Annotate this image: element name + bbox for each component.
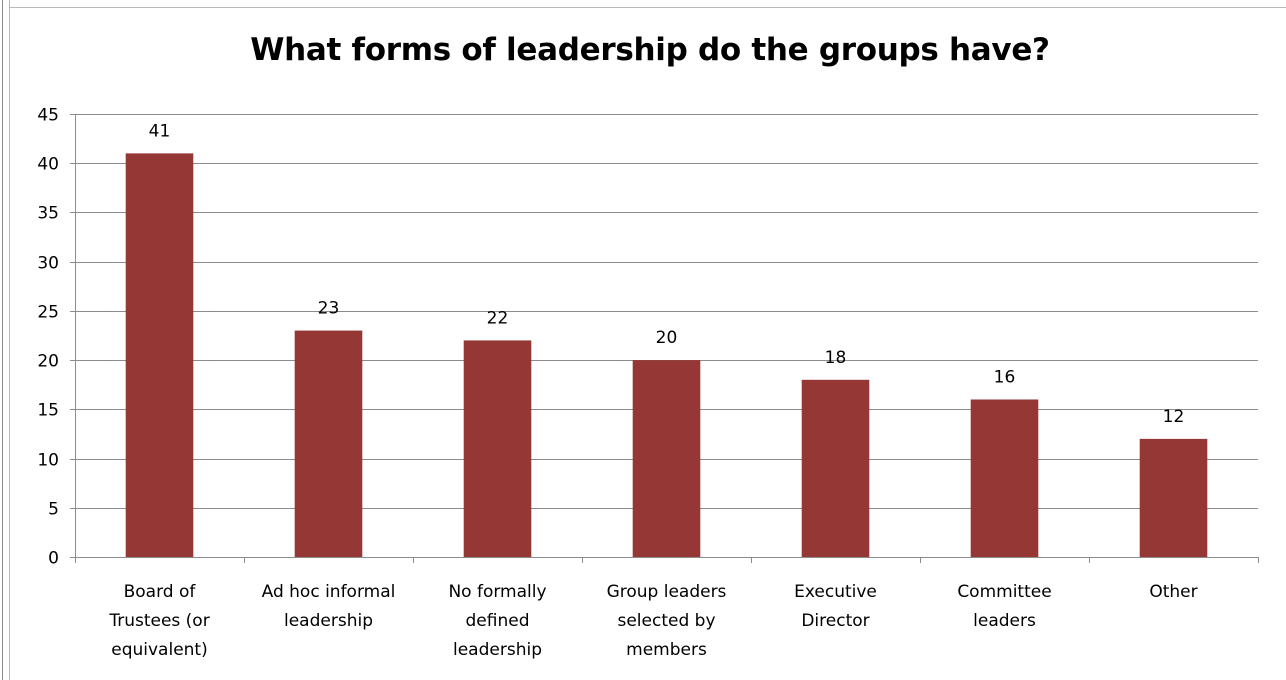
category-label-line: leadership xyxy=(284,611,373,631)
category-label: Executive Director xyxy=(794,582,877,631)
y-tick-label: 5 xyxy=(48,500,59,520)
bar xyxy=(463,340,532,557)
bar xyxy=(970,399,1039,557)
frame-border-top xyxy=(9,7,1286,8)
category-label-line: selected by xyxy=(617,611,715,631)
bars xyxy=(125,153,1208,557)
category-label: No formally defined leadership xyxy=(448,582,546,660)
frame-border-outer xyxy=(2,0,3,680)
y-tick-label: 35 xyxy=(37,204,59,224)
category-label-line: Group leaders xyxy=(607,582,727,602)
bar xyxy=(801,379,870,557)
y-tick-label: 45 xyxy=(37,106,59,126)
y-tick-label: 10 xyxy=(37,451,59,471)
y-tick-label: 20 xyxy=(37,352,59,372)
category-label-line: leadership xyxy=(453,640,542,660)
category-label-line: Ad hoc informal xyxy=(262,582,396,602)
category-label: Board of Trustees (or equivalent) xyxy=(108,582,209,660)
data-label: 16 xyxy=(994,367,1016,387)
category-label-line: Executive xyxy=(794,582,877,602)
bar xyxy=(125,153,194,557)
data-label: 23 xyxy=(318,299,340,319)
chart-title: What forms of leadership do the groups h… xyxy=(250,32,1050,68)
y-axis: 0 5 10 15 20 25 30 35 40 45 xyxy=(37,106,76,569)
data-label: 20 xyxy=(656,328,678,348)
category-label: Ad hoc informal leadership xyxy=(262,582,396,631)
x-axis xyxy=(75,557,1259,563)
category-label: Other xyxy=(1149,582,1197,602)
data-label: 18 xyxy=(825,348,847,368)
bar xyxy=(1139,438,1208,557)
category-label-line: equivalent) xyxy=(111,640,207,660)
category-label-line: Board of xyxy=(124,582,197,602)
category-label-line: Other xyxy=(1149,582,1197,602)
y-tick-label: 15 xyxy=(37,401,59,421)
bar xyxy=(294,330,363,557)
frame-border-inner xyxy=(9,0,10,680)
category-label-line: Committee xyxy=(957,582,1051,602)
category-label-line: Trustees (or xyxy=(108,611,209,631)
category-label: Group leaders selected by members xyxy=(607,582,727,660)
category-label-line: Director xyxy=(801,611,869,631)
data-label: 41 xyxy=(149,121,171,141)
category-label: Committee leaders xyxy=(957,582,1051,631)
y-tick-label: 25 xyxy=(37,303,59,323)
y-tick-label: 0 xyxy=(48,549,59,569)
category-label-line: members xyxy=(626,640,707,660)
bar xyxy=(632,360,701,557)
category-labels: Board of Trustees (or equivalent) Ad hoc in… xyxy=(108,582,1197,660)
data-label: 22 xyxy=(487,308,509,328)
category-label-line: leaders xyxy=(973,611,1036,631)
y-tick-label: 30 xyxy=(37,254,59,274)
category-label-line: No formally xyxy=(448,582,546,602)
y-tick-label: 40 xyxy=(37,155,59,175)
data-label: 12 xyxy=(1163,407,1185,427)
data-labels: 41 23 22 20 18 16 12 xyxy=(149,121,1185,426)
category-label-line: defined xyxy=(466,611,530,631)
